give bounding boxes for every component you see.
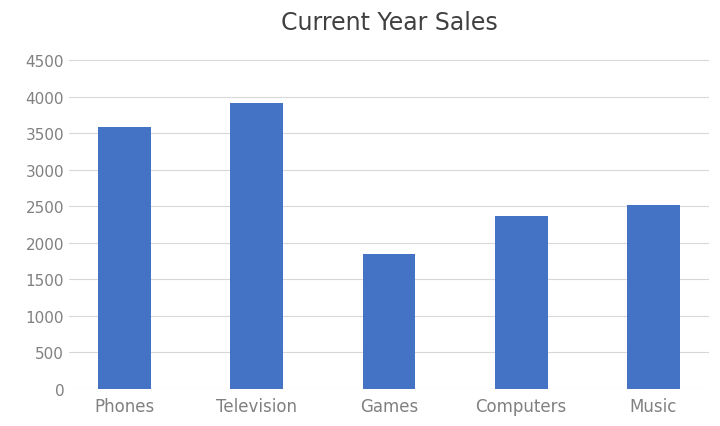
Bar [627,205,680,389]
Bar [230,104,283,389]
Bar [362,255,415,389]
Bar [495,217,548,389]
Title: Current Year Sales: Current Year Sales [281,11,498,35]
Bar [98,128,151,389]
